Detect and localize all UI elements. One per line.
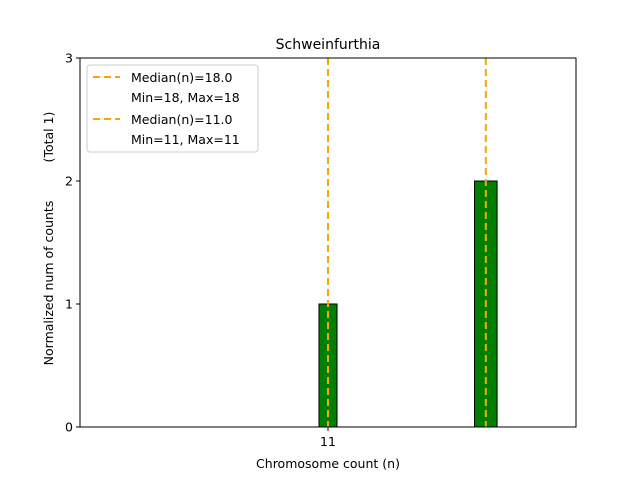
plot-area: 0 1 2 3 11 xyxy=(65,51,577,449)
y-tick-label: 3 xyxy=(65,51,73,66)
y-tick-label: 1 xyxy=(65,297,73,312)
y-tick-label: 0 xyxy=(65,420,73,435)
legend-label: Median(n)=18.0 xyxy=(131,70,232,85)
chart-title: Schweinfurthia xyxy=(276,37,381,53)
legend: Median(n)=18.0 Min=18, Max=18 Median(n)=11… xyxy=(86,64,259,153)
legend-sublabel: Min=18, Max=18 xyxy=(131,90,240,105)
x-tick-label: 11 xyxy=(320,434,336,449)
x-axis-label: Chromosome count (n) xyxy=(256,456,400,471)
legend-box xyxy=(86,64,259,153)
y-axis-label-total: (Total 1) xyxy=(41,112,56,163)
legend-label: Median(n)=11.0 xyxy=(131,112,232,127)
legend-sublabel: Min=11, Max=11 xyxy=(131,132,240,147)
y-axis-label: Normalized num of counts xyxy=(41,201,56,366)
y-tick-label: 2 xyxy=(65,174,73,189)
